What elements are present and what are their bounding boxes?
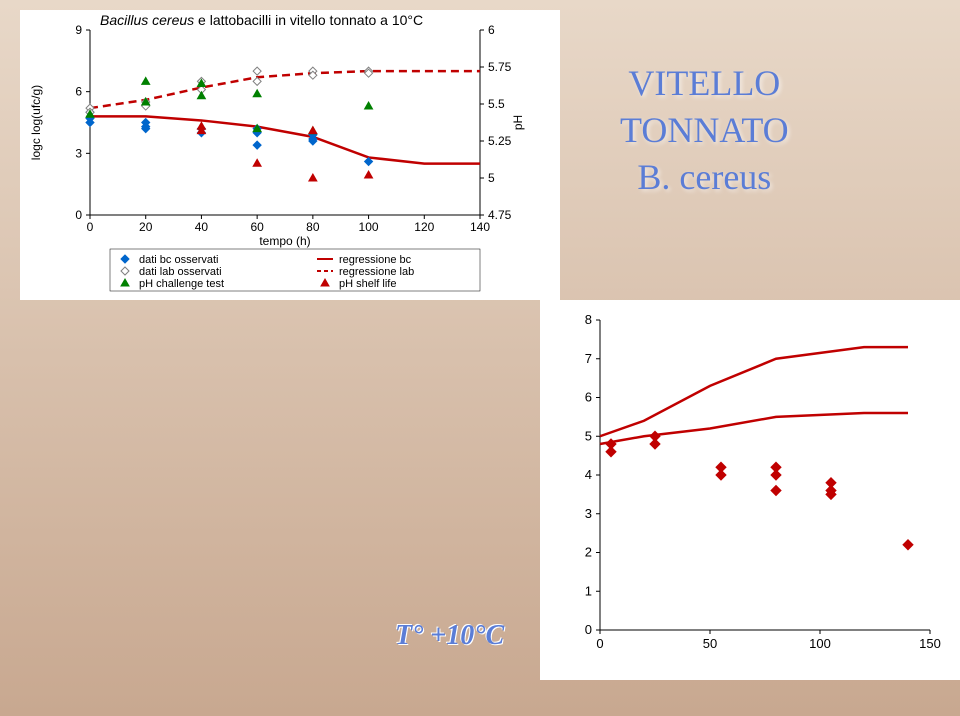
svg-text:150: 150 bbox=[919, 636, 941, 651]
chart1: Bacillus cereus e lattobacilli in vitell… bbox=[20, 10, 560, 300]
svg-text:40: 40 bbox=[195, 220, 209, 234]
svg-text:50: 50 bbox=[703, 636, 717, 651]
chart2-svg: 0 50 100 150 0 1 2 3 4 5 6 7 8 bbox=[540, 300, 960, 680]
svg-text:5: 5 bbox=[488, 171, 495, 185]
svg-text:100: 100 bbox=[359, 220, 379, 234]
svg-text:0: 0 bbox=[585, 622, 592, 637]
svg-text:0: 0 bbox=[596, 636, 603, 651]
svg-text:100: 100 bbox=[809, 636, 831, 651]
title-line2: TONNATO bbox=[620, 107, 789, 154]
svg-text:5.25: 5.25 bbox=[488, 134, 512, 148]
svg-text:5: 5 bbox=[585, 428, 592, 443]
svg-text:3: 3 bbox=[585, 506, 592, 521]
svg-text:pH challenge test: pH challenge test bbox=[139, 278, 224, 290]
svg-text:6: 6 bbox=[75, 85, 82, 99]
chart2: 0 50 100 150 0 1 2 3 4 5 6 7 8 bbox=[540, 300, 960, 680]
svg-text:tempo (h): tempo (h) bbox=[259, 234, 310, 248]
svg-text:regressione lab: regressione lab bbox=[339, 266, 414, 278]
svg-text:6: 6 bbox=[585, 390, 592, 405]
svg-text:dati lab osservati: dati lab osservati bbox=[139, 266, 222, 278]
svg-text:0: 0 bbox=[87, 220, 94, 234]
svg-text:pH shelf life: pH shelf life bbox=[339, 278, 396, 290]
svg-text:80: 80 bbox=[306, 220, 320, 234]
title-line3: B. cereus bbox=[620, 154, 789, 201]
svg-text:pH: pH bbox=[511, 115, 525, 130]
svg-text:7: 7 bbox=[585, 351, 592, 366]
svg-text:60: 60 bbox=[250, 220, 264, 234]
svg-text:5.75: 5.75 bbox=[488, 60, 512, 74]
svg-text:Bacillus cereus e lattobacilli: Bacillus cereus e lattobacilli in vitell… bbox=[100, 12, 423, 28]
svg-text:2: 2 bbox=[585, 545, 592, 560]
svg-text:5.5: 5.5 bbox=[488, 97, 505, 111]
svg-text:9: 9 bbox=[75, 23, 82, 37]
svg-text:logc log(ufc/g): logc log(ufc/g) bbox=[29, 85, 43, 160]
svg-text:6: 6 bbox=[488, 23, 495, 37]
svg-text:120: 120 bbox=[414, 220, 434, 234]
svg-text:3: 3 bbox=[75, 146, 82, 160]
svg-text:0: 0 bbox=[75, 208, 82, 222]
chart1-svg: Bacillus cereus e lattobacilli in vitell… bbox=[20, 10, 560, 300]
title-line1: VITELLO bbox=[620, 60, 789, 107]
svg-text:regressione bc: regressione bc bbox=[339, 254, 412, 266]
svg-text:dati bc osservati: dati bc osservati bbox=[139, 254, 218, 266]
svg-text:8: 8 bbox=[585, 312, 592, 327]
svg-text:4.75: 4.75 bbox=[488, 208, 512, 222]
svg-text:1: 1 bbox=[585, 583, 592, 598]
svg-text:140: 140 bbox=[470, 220, 490, 234]
svg-text:20: 20 bbox=[139, 220, 153, 234]
temp-label: T° +10°C bbox=[395, 620, 504, 652]
title-block: VITELLO TONNATO B. cereus bbox=[620, 60, 789, 200]
svg-text:4: 4 bbox=[585, 467, 592, 482]
